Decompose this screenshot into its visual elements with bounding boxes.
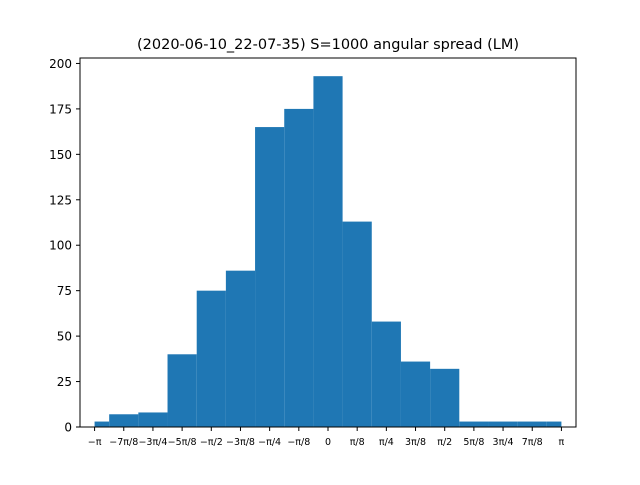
x-tick-label: −π/8 xyxy=(287,437,310,448)
y-tick-label: 175 xyxy=(49,102,72,116)
histogram-bar-7 xyxy=(284,108,314,428)
y-tick-label: 75 xyxy=(57,284,72,298)
x-tick-label: −π/4 xyxy=(258,437,281,448)
x-tick-label: −π xyxy=(88,437,102,448)
x-tick-label: 3π/4 xyxy=(493,437,514,448)
y-tick-label: 50 xyxy=(57,330,72,344)
histogram-bar-4 xyxy=(196,290,226,427)
x-tick-label: π/2 xyxy=(437,437,452,448)
x-tick-label: 5π/8 xyxy=(463,437,484,448)
histogram-bar-16 xyxy=(546,421,562,427)
x-tick-label: π/4 xyxy=(379,437,394,448)
bars-layer xyxy=(94,76,562,428)
x-tick-label: π/8 xyxy=(350,437,365,448)
y-tick-label: 0 xyxy=(64,421,72,435)
x-tick-label: −π/2 xyxy=(200,437,223,448)
y-tick-label: 125 xyxy=(49,193,72,207)
histogram-bar-3 xyxy=(167,354,197,427)
histogram-bar-13 xyxy=(459,421,489,427)
histogram-bar-10 xyxy=(371,321,401,427)
y-tick-label: 100 xyxy=(49,239,72,253)
histogram-bar-8 xyxy=(313,76,343,428)
y-tick-label: 25 xyxy=(57,375,72,389)
x-tick-label: −3π/8 xyxy=(226,437,255,448)
y-axis: 0 25 50 75 100 125 150 175 200 xyxy=(49,57,80,435)
y-tick-label: 200 xyxy=(49,57,72,71)
histogram-bar-1 xyxy=(109,414,139,427)
histogram-bar-5 xyxy=(225,270,256,427)
x-axis: −π −7π/8 −3π/4 −5π/8 −π/2 −3π/8 −π/4 −π/8 0 π/8 π/… xyxy=(88,427,565,448)
x-tick-label: −3π/4 xyxy=(138,437,167,448)
x-tick-label: π xyxy=(559,437,565,448)
histogram-bar-2 xyxy=(138,412,168,427)
histogram-bar-14 xyxy=(488,421,518,427)
x-tick-label: −7π/8 xyxy=(109,437,138,448)
histogram-bar-12 xyxy=(430,368,460,427)
x-tick-label: −5π/8 xyxy=(168,437,197,448)
x-tick-label: 7π/8 xyxy=(522,437,543,448)
y-tick-label: 150 xyxy=(49,148,72,162)
x-tick-label: 0 xyxy=(325,437,331,448)
histogram-bar-11 xyxy=(400,361,431,427)
histogram-bar-0 xyxy=(94,421,110,427)
histogram-bar-6 xyxy=(255,127,285,427)
histogram-bar-15 xyxy=(517,421,547,427)
plot-frame xyxy=(79,57,577,428)
chart-title: (2020-06-10_22-07-35) S=1000 angular spr… xyxy=(137,37,519,53)
x-tick-label: 3π/8 xyxy=(405,437,426,448)
histogram-bar-9 xyxy=(342,221,372,427)
